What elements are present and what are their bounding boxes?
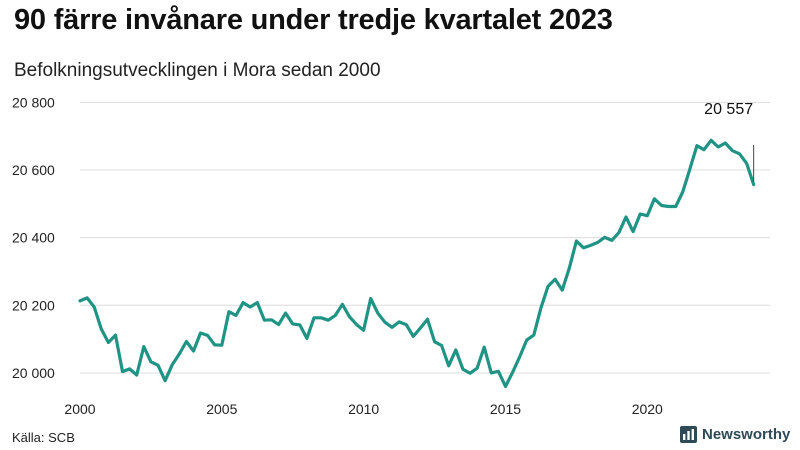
gridlines (80, 101, 770, 374)
x-axis-tick-labels: 2000 2005 2010 2015 2020 (64, 401, 663, 417)
x-tick-label: 2000 (64, 401, 95, 417)
y-axis-tick-labels: 20 000 20 200 20 400 20 600 20 800 (12, 94, 55, 381)
brand-name: Newsworthy (702, 426, 791, 443)
last-value-annotation: 20 557 (704, 101, 753, 118)
y-tick-label: 20 800 (12, 94, 55, 110)
chart-title: 90 färre invånare under tredje kvartalet… (14, 4, 613, 36)
x-tick-label: 2015 (490, 401, 521, 417)
y-tick-label: 20 400 (12, 230, 55, 246)
y-tick-label: 20 200 (12, 297, 55, 313)
source-note: Källa: SCB (12, 430, 75, 445)
population-line (78, 138, 756, 389)
x-tick-label: 2005 (206, 401, 237, 417)
x-tick-label: 2010 (348, 401, 379, 417)
chart-subtitle: Befolkningsutvecklingen i Mora sedan 200… (14, 60, 381, 81)
y-tick-label: 20 600 (12, 162, 55, 178)
y-tick-label: 20 000 (12, 365, 55, 381)
newsworthy-logo-icon (680, 426, 697, 443)
newsworthy-brand[interactable]: Newsworthy (680, 426, 790, 443)
x-tick-label: 2020 (632, 401, 663, 417)
